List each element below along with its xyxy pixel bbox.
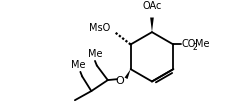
Text: Me: Me (88, 49, 102, 59)
Text: Me: Me (195, 39, 210, 49)
Text: OAc: OAc (142, 1, 162, 11)
Text: MsO: MsO (89, 23, 110, 33)
Polygon shape (150, 18, 154, 32)
Polygon shape (125, 69, 131, 79)
Text: Me: Me (71, 60, 86, 70)
Text: 2: 2 (192, 43, 197, 52)
Text: CO: CO (181, 39, 196, 49)
Text: O: O (115, 76, 124, 86)
